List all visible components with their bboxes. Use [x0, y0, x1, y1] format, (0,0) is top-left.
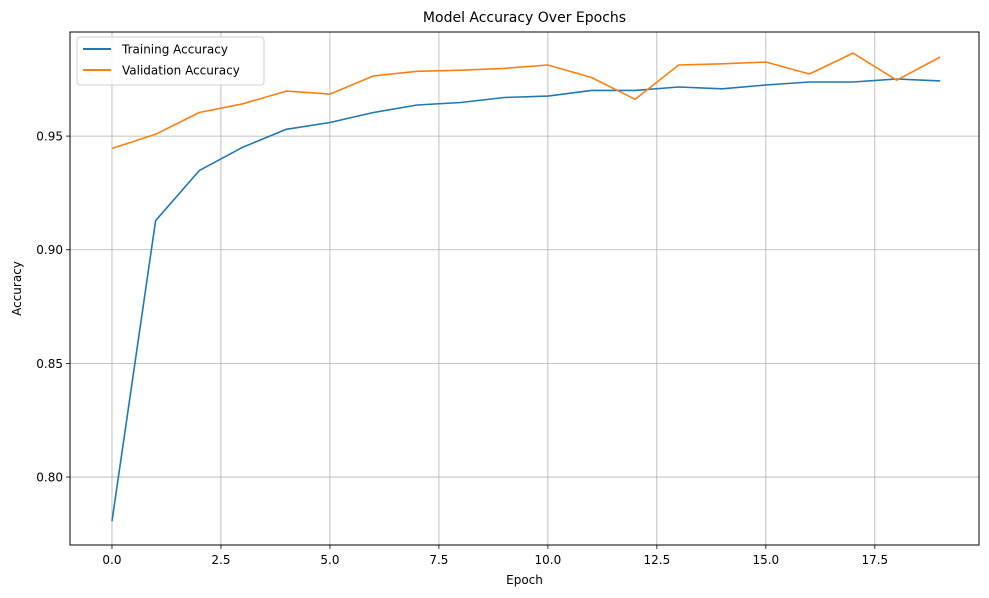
series-lines	[111, 52, 941, 522]
y-tick-label: 0.95	[36, 130, 63, 144]
training-accuracy-line	[111, 78, 941, 522]
y-axis-label: Accuracy	[10, 261, 24, 316]
validation-accuracy-line	[111, 52, 941, 150]
x-tick-label: 2.5	[211, 553, 230, 567]
legend-box	[76, 36, 265, 86]
y-tick-label: 0.80	[36, 471, 63, 485]
legend: Training Accuracy Validation Accuracy	[76, 36, 265, 86]
x-tick-label: 10.0	[535, 553, 562, 567]
chart-title: Model Accuracy Over Epochs	[423, 10, 626, 26]
x-axis-label: Epoch	[506, 573, 543, 587]
y-axis-ticks: 0.80 0.85 0.90 0.95	[36, 130, 70, 485]
x-tick-label: 17.5	[861, 553, 888, 567]
legend-label-validation: Validation Accuracy	[122, 64, 240, 78]
grid-lines	[70, 32, 979, 545]
plot-frame	[69, 31, 980, 546]
x-tick-label: 0.0	[102, 553, 121, 567]
y-tick-label: 0.85	[36, 357, 63, 371]
x-axis-ticks: 0.0 2.5 5.0 7.5 10.0 12.5 15.0 17.5	[102, 545, 888, 567]
x-tick-label: 12.5	[644, 553, 671, 567]
legend-label-training: Training Accuracy	[121, 43, 228, 57]
x-tick-label: 15.0	[752, 553, 779, 567]
x-tick-label: 7.5	[429, 553, 448, 567]
x-tick-label: 5.0	[320, 553, 339, 567]
y-tick-label: 0.90	[36, 243, 63, 257]
